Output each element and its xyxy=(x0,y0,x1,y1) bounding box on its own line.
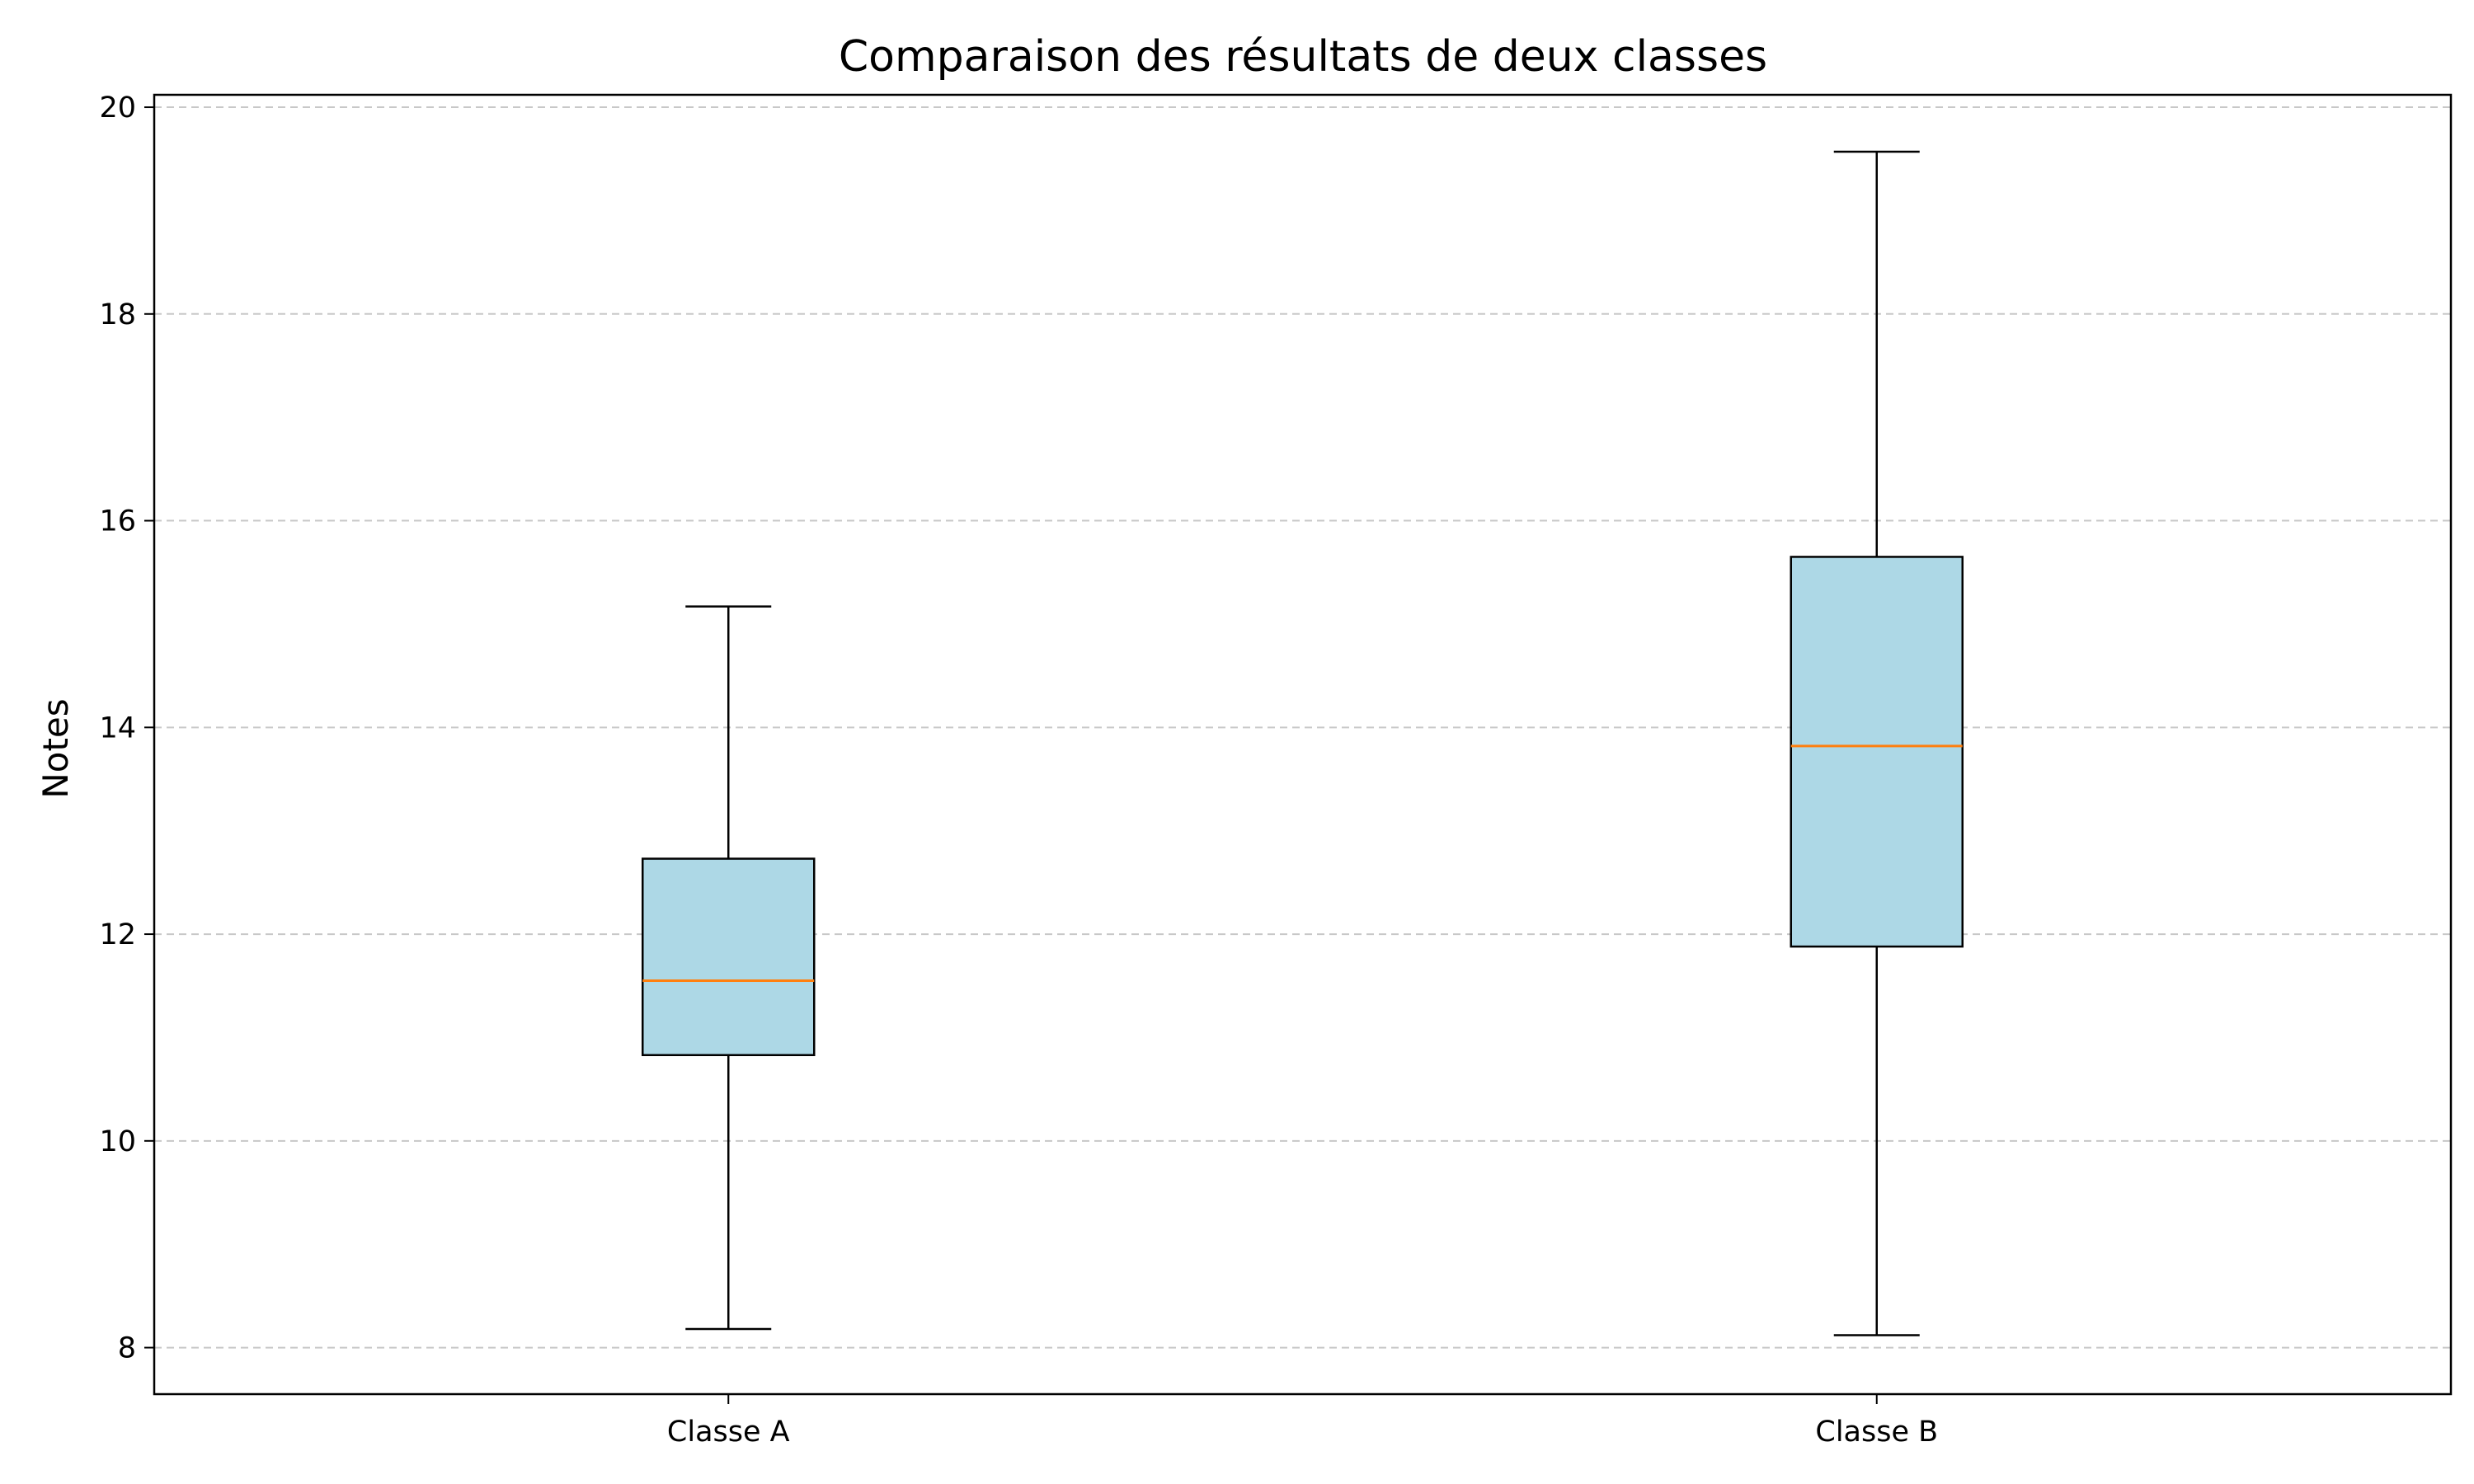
y-tick-label: 12 xyxy=(99,918,136,951)
y-tick-label: 14 xyxy=(99,711,136,744)
chart-title: Comparaison des résultats de deux classe… xyxy=(839,32,1767,82)
x-tick-label: Classe B xyxy=(1815,1416,1938,1449)
iqr-box xyxy=(1790,556,1964,948)
x-tick-label: Classe A xyxy=(667,1416,790,1449)
box-series-2 xyxy=(1790,150,1964,1336)
plot-frame xyxy=(153,93,2453,1396)
y-tick-label: 18 xyxy=(99,298,136,331)
y-axis-label: Notes xyxy=(35,698,76,798)
iqr-box xyxy=(642,857,816,1057)
y-tick-label: 16 xyxy=(99,505,136,538)
axes: 8 10 12 14 16 18 20 Classe A Classe B xyxy=(99,92,1938,1449)
box-series-1 xyxy=(642,605,816,1331)
y-tick-label: 8 xyxy=(118,1332,136,1365)
y-tick-label: 10 xyxy=(99,1125,136,1158)
y-tick-label: 20 xyxy=(99,92,136,124)
boxes xyxy=(642,150,1964,1336)
